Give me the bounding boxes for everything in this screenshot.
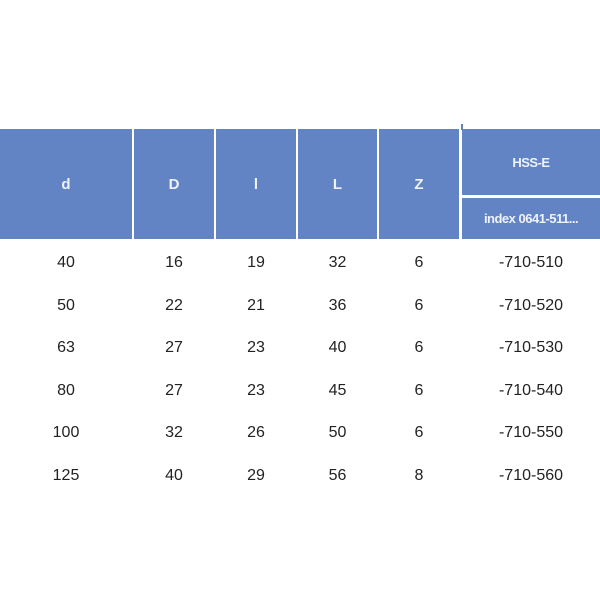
table-cell: 27 xyxy=(165,381,183,399)
header-d: d xyxy=(0,129,132,239)
table-cell: 6 xyxy=(414,339,424,357)
table-cell: 45 xyxy=(328,381,347,399)
header-Z: Z xyxy=(379,129,459,239)
table-row: 100 32 26 50 6 -710-550 xyxy=(0,412,600,454)
header-index: index 0641-511... xyxy=(462,198,600,239)
table-cell: 23 xyxy=(247,381,265,399)
table-cell: 32 xyxy=(165,424,183,442)
table-cell: 6 xyxy=(414,296,424,314)
table-cell: 32 xyxy=(328,254,347,271)
table-cell: 22 xyxy=(165,296,183,314)
table-cell: 40 xyxy=(165,467,183,484)
table-cell: 27 xyxy=(165,339,183,357)
table-cell: -710-560 xyxy=(498,467,564,484)
divider xyxy=(461,124,463,130)
table-cell: 56 xyxy=(328,467,347,484)
table-cell: 16 xyxy=(165,254,183,271)
table-cell: 63 xyxy=(57,339,75,357)
table-cell: 125 xyxy=(52,467,80,484)
table-cell: -710-540 xyxy=(498,381,564,399)
table-cell: 40 xyxy=(57,254,75,271)
table-cell: 36 xyxy=(328,296,347,314)
table-cell: 6 xyxy=(414,254,424,271)
table-cell: -710-520 xyxy=(498,296,564,314)
header-l: l xyxy=(216,129,296,239)
table-cell: -710-550 xyxy=(498,424,564,442)
table-cell: -710-530 xyxy=(498,339,564,357)
table-cell: 29 xyxy=(247,467,265,484)
table-cell: 80 xyxy=(57,381,75,399)
table-cell: 8 xyxy=(414,467,424,484)
header-hss-e: HSS-E xyxy=(462,129,600,195)
table-cell: 6 xyxy=(414,381,424,399)
table-row: 40 16 19 32 6 -710-510 xyxy=(0,242,600,284)
table-row: 80 27 23 45 6 -710-540 xyxy=(0,370,600,412)
table-cell: 23 xyxy=(247,339,265,357)
table-cell: 19 xyxy=(247,254,265,271)
table-cell: 50 xyxy=(328,424,347,442)
table-row: 63 27 23 40 6 -710-530 xyxy=(0,327,600,369)
table-row: 125 40 29 56 8 -710-560 xyxy=(0,455,600,497)
header-L: L xyxy=(298,129,377,239)
table-row: 50 22 21 36 6 -710-520 xyxy=(0,285,600,327)
header-D: D xyxy=(134,129,214,239)
table-cell: 50 xyxy=(57,296,75,314)
table-cell: -710-510 xyxy=(498,254,564,271)
table-cell: 6 xyxy=(414,424,424,442)
table-cell: 26 xyxy=(247,424,265,442)
table-cell: 21 xyxy=(247,296,265,314)
table-cell: 100 xyxy=(52,424,80,442)
table-cell: 40 xyxy=(328,339,347,357)
